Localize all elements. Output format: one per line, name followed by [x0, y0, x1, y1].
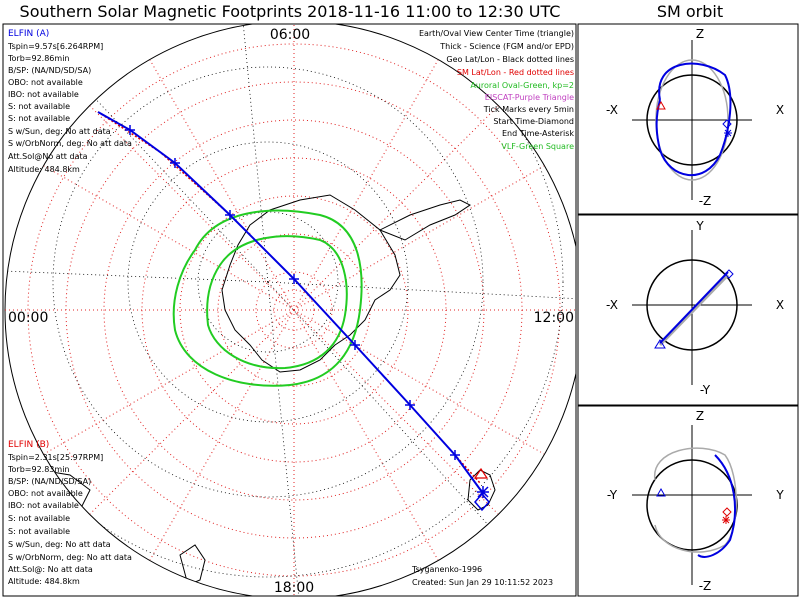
end-asterisk-marker — [477, 486, 489, 498]
legend-item: Geo Lat/Lon - Black dotted lines — [446, 55, 574, 64]
orbit-triangle — [656, 100, 666, 110]
axis-label-left: -X — [606, 103, 618, 117]
legend-item: Earth/Oval View Center Time (triangle) — [419, 29, 574, 38]
auroral-oval-inner — [206, 235, 348, 370]
elfin-b-line: S: not available — [8, 527, 70, 536]
track-elfin-a — [97, 111, 483, 493]
elfin-a-line: Torb=92.86min — [7, 54, 69, 63]
orbit-panel-yz: Z -Z -Y Y — [607, 409, 784, 593]
antarctic-peninsula — [378, 199, 471, 241]
orbit-panel-frame-1 — [577, 23, 799, 215]
axis-label-top: Y — [695, 219, 704, 233]
elfin-a-line: Tspin=9.57s[6.264RPM] — [7, 42, 103, 51]
orbit-panel-xy: Y -Y -X X — [606, 219, 784, 397]
elfin-a-line: S w/Sun, deg: No att data — [8, 127, 111, 136]
elfin-a-line: IBO: not available — [8, 90, 79, 99]
legend-item: Thick - Science (FGM and/or EPD) — [439, 42, 574, 51]
legend-item: EISCAT-Purple Triangle — [485, 93, 574, 102]
time-label-bottom: 18:00 — [274, 580, 314, 596]
track-elfin-b — [97, 111, 481, 484]
auroral-ovals — [172, 209, 363, 387]
elfin-b-line: S w/OrbNorm, deg: No att data — [8, 553, 132, 562]
axis-label-bottom: -Z — [699, 194, 712, 208]
start-diamond-marker — [474, 492, 490, 512]
axis-label-right: X — [776, 298, 784, 312]
legend-item: Tick Marks every 5min — [483, 105, 574, 114]
axis-label-top: Z — [696, 27, 704, 41]
map-frame — [2, 23, 577, 597]
axis-label-left: -X — [606, 298, 618, 312]
orbit-panel-xz: Z -Z -X X — [606, 27, 784, 208]
elfin-a-line: S: not available — [8, 102, 70, 111]
eiscat-triangle-marker — [473, 467, 489, 479]
orbit-diamond — [724, 269, 734, 279]
time-label-right: 12:00 — [534, 310, 574, 326]
elfin-b-line: S w/Sun, deg: No att data — [8, 540, 111, 549]
antarctica-outline — [221, 194, 401, 373]
track-tick-marks — [125, 125, 460, 460]
time-label-top: 06:00 — [270, 27, 310, 43]
auroral-oval-outer — [172, 209, 363, 387]
elfin-b-line: S: not available — [8, 514, 70, 523]
orbit-diamond — [722, 119, 732, 129]
elfin-b-line: IBO: not available — [8, 501, 79, 510]
elfin-a-line: B/SP: (NA/ND/SD/SA) — [8, 66, 91, 75]
geo-longitude-lines — [5, 24, 576, 596]
orbit-path-b — [658, 273, 730, 347]
orbit-title: SM orbit — [657, 2, 723, 21]
axis-label-bottom: -Y — [700, 383, 711, 397]
orbit-panel-frame-2 — [577, 214, 799, 406]
orbit-asterisk — [724, 129, 732, 137]
elfin-b-line: Tspin=2.31s[25.97RPM] — [7, 453, 103, 462]
legend-item: VLF-Green Square — [501, 142, 574, 151]
elfin-b-info: ELFIN (B) Tspin=2.31s[25.97RPM] Torb=92.… — [7, 440, 132, 586]
elfin-a-info: ELFIN (A) Tspin=9.57s[6.264RPM] Torb=92.… — [7, 29, 132, 174]
elfin-a-name: ELFIN (A) — [8, 29, 49, 39]
elfin-b-line: Torb=92.83min — [7, 465, 69, 474]
time-label-left: 00:00 — [8, 310, 48, 326]
orbit-path-a — [697, 454, 736, 558]
elfin-a-line: S w/OrbNorm, deg: No att data — [8, 139, 132, 148]
orbit-path-b — [654, 447, 737, 553]
legend-item: End Time-Asterisk — [502, 129, 574, 138]
legend-item: Auroral Oval-Green, kp=2 — [470, 81, 574, 90]
geo-latitude-circles — [5, 24, 564, 578]
orbit-triangle — [654, 339, 666, 349]
axis-label-right: Y — [775, 488, 784, 502]
orbit-asterisk — [722, 516, 730, 524]
elfin-a-line: Altitude: 484.8km — [8, 165, 80, 174]
orbit-triangle — [656, 487, 666, 497]
sm-longitude-lines — [5, 24, 576, 596]
figure-title: Southern Solar Magnetic Footprints 2018-… — [20, 2, 561, 21]
model-label: Tsyganenko-1996 — [411, 565, 482, 574]
elfin-b-line: Altitude: 484.8km — [8, 577, 80, 586]
elfin-a-line: Att.Sol@No att data — [8, 152, 88, 161]
map-legend: Earth/Oval View Center Time (triangle) T… — [419, 29, 574, 151]
elfin-b-line: OBO: not available — [8, 489, 83, 498]
elfin-b-line: B/SP: (NA/ND/SD/SA) — [8, 477, 91, 486]
axis-label-right: X — [776, 103, 784, 117]
elfin-a-line: OBO: not available — [8, 78, 83, 87]
legend-item: SM Lat/Lon - Red dotted lines — [457, 68, 574, 77]
legend-item: Start Time-Diamond — [493, 117, 574, 126]
footprint-map — [4, 24, 576, 596]
orbit-path-a — [655, 62, 732, 177]
elfin-b-line: Att.Sol@: No att data — [8, 565, 93, 574]
axis-label-left: -Y — [607, 488, 618, 502]
elfin-b-name: ELFIN (B) — [8, 440, 49, 450]
axis-label-bottom: -Z — [699, 579, 712, 593]
axis-label-top: Z — [696, 409, 704, 423]
created-label: Created: Sun Jan 29 10:11:52 2023 — [412, 578, 553, 587]
orbit-panel-frame-3 — [577, 405, 799, 597]
elfin-a-line: S: not available — [8, 114, 70, 123]
orbit-path-a — [659, 271, 729, 344]
orbit-diamond — [722, 507, 732, 517]
